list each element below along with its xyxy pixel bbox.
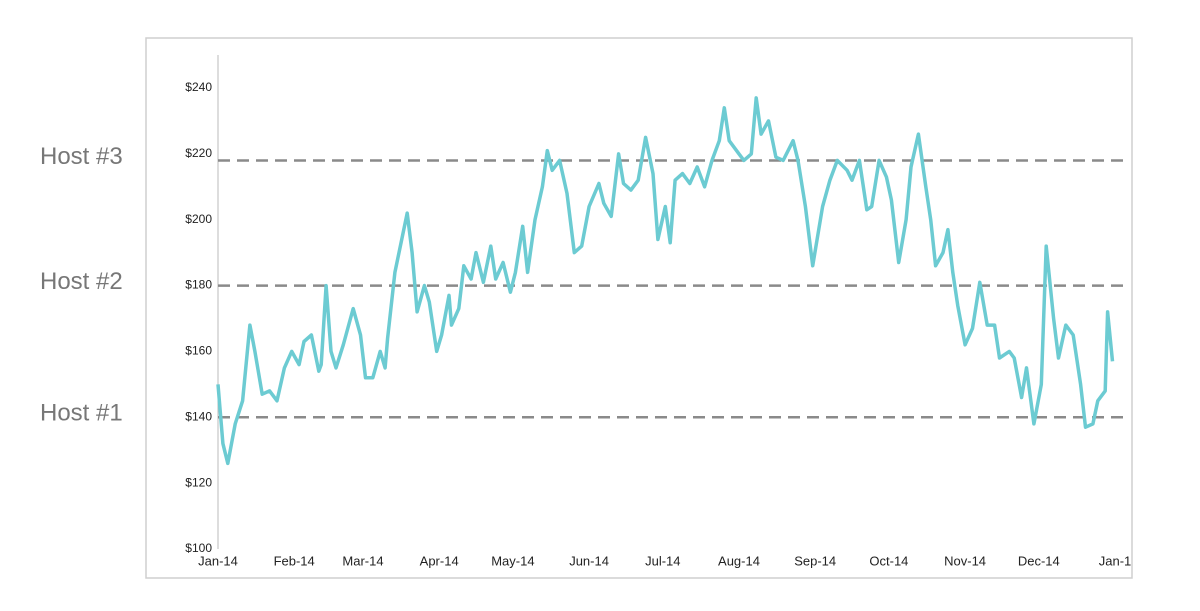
x-tick-label: May-14 (491, 553, 534, 568)
x-tick-label: Jan-1 (1099, 553, 1132, 568)
x-tick-label: Sep-14 (794, 553, 836, 568)
y-tick-label: $240 (185, 80, 212, 94)
x-tick-label: Apr-14 (420, 553, 459, 568)
y-tick-label: $180 (185, 278, 212, 292)
x-tick-label: Nov-14 (944, 553, 986, 568)
price-line (216, 96, 1115, 466)
x-tick-label: Jun-14 (569, 553, 609, 568)
reference-label: Host #1 (40, 400, 123, 427)
y-tick-label: $140 (185, 409, 212, 423)
x-tick-label: Oct-14 (869, 553, 908, 568)
y-tick-label: $120 (185, 475, 212, 489)
x-tick-label: Dec-14 (1018, 553, 1060, 568)
y-tick-label: $220 (185, 146, 212, 160)
reference-label: Host #2 (40, 268, 123, 295)
x-tick-label: Feb-14 (274, 553, 315, 568)
x-tick-label: Jan-14 (198, 553, 238, 568)
reference-label: Host #3 (40, 143, 123, 170)
x-tick-label: Jul-14 (645, 553, 680, 568)
y-tick-label: $200 (185, 212, 212, 226)
x-tick-label: Mar-14 (342, 553, 383, 568)
y-tick-label: $100 (185, 541, 212, 555)
chart-frame (145, 37, 1133, 579)
x-tick-label: Aug-14 (718, 553, 760, 568)
y-tick-label: $160 (185, 344, 212, 358)
